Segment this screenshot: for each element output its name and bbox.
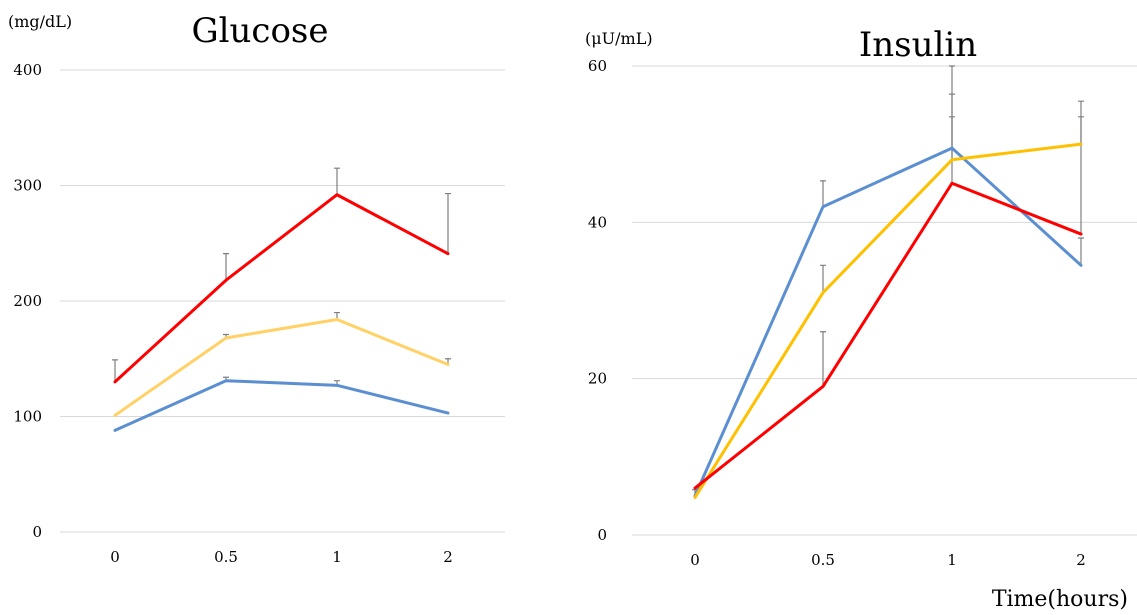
glucose-red-series-line (113, 193, 450, 384)
insulin-blue-series-line (693, 146, 1083, 498)
insulin-y-tick-label: 20 (588, 370, 607, 388)
glucose-chart: Glucose (mg/dL) 0 100 200 300 400 0 0.5 1 2 (8, 11, 505, 566)
glucose-red-error-bar (223, 253, 229, 281)
glucose-red-error-bar (445, 192, 451, 254)
glucose-y-tick-label: 300 (13, 177, 42, 195)
glucose-x-tick-label: 1 (332, 548, 342, 566)
insulin-chart: Insulin (μU/mL) Time(hours) 0 20 40 60 0 0.5 1… (585, 25, 1137, 612)
glucose-y-tick-label: 0 (32, 523, 42, 541)
glucose-x-tick-label: 0 (110, 548, 120, 566)
insulin-red-error-bar (1078, 116, 1084, 235)
insulin-title: Insulin (859, 25, 977, 65)
glucose-unit-label: (mg/dL) (8, 12, 72, 31)
insulin-blue-error-bar (820, 180, 826, 207)
glucose-blue-series-line (113, 379, 450, 432)
glucose-y-tick-label: 200 (13, 292, 42, 310)
insulin-red-series-line (693, 181, 1083, 490)
insulin-blue-error-bar (1078, 237, 1084, 266)
insulin-x-tick-label: 1 (947, 551, 957, 569)
insulin-yellow-series-line (693, 142, 1083, 499)
glucose-red-error-bar (334, 167, 340, 195)
insulin-y-tick-label: 40 (588, 213, 607, 231)
insulin-x-tick-label: 0.5 (811, 551, 835, 569)
glucose-x-tick-label: 0.5 (214, 548, 238, 566)
glucose-y-tick-label: 400 (13, 61, 42, 79)
glucose-y-tick-label: 100 (13, 408, 42, 426)
insulin-y-tick-label: 0 (597, 526, 607, 544)
glucose-red-error-bar (112, 359, 118, 382)
insulin-x-tick-label: 0 (690, 551, 700, 569)
glucose-x-tick-label: 2 (443, 548, 453, 566)
insulin-x-axis-title: Time(hours) (992, 587, 1128, 612)
glucose-title: Glucose (191, 11, 328, 51)
insulin-x-tick-label: 2 (1076, 551, 1086, 569)
insulin-unit-label: (μU/mL) (585, 29, 653, 48)
insulin-red-error-bar (949, 65, 955, 184)
insulin-y-tick-label: 60 (588, 57, 607, 75)
insulin-yellow-error-bar (820, 264, 826, 293)
glucose-light-orange-series-line (113, 317, 450, 417)
insulin-red-error-bar (820, 331, 826, 387)
